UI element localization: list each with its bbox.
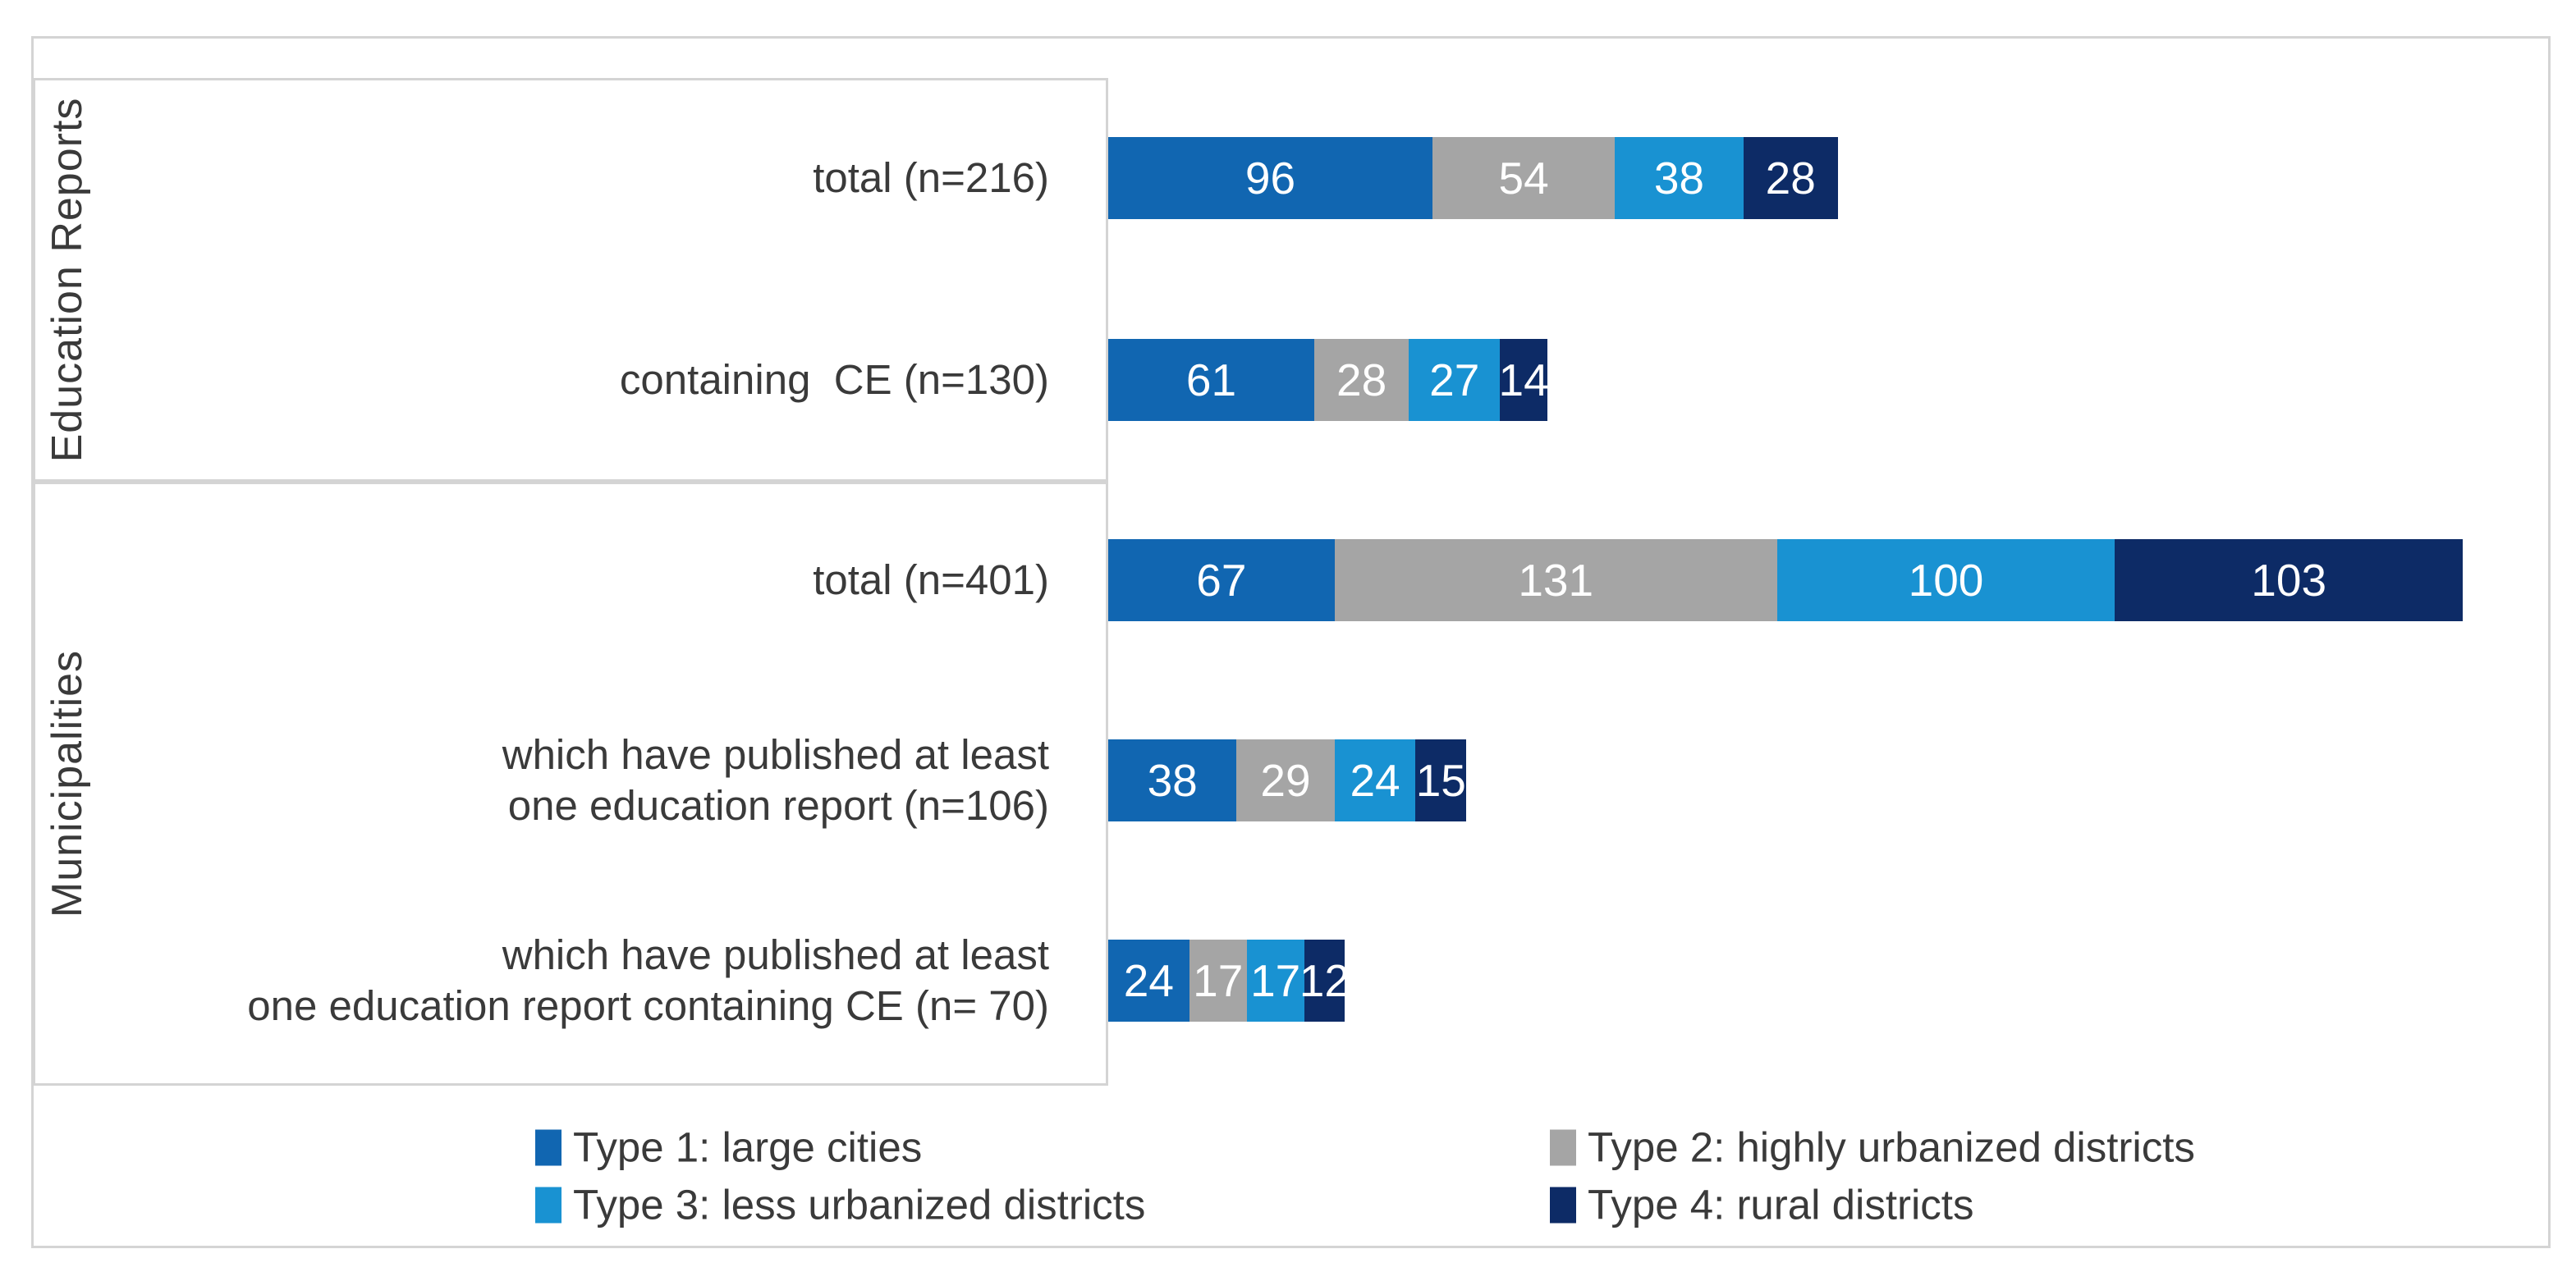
bar-segment: 96 (1108, 137, 1433, 219)
bar-segment: 29 (1236, 739, 1335, 821)
category-label-line: which have published at least (502, 731, 1049, 778)
legend-item: Type 2: highly urbanized districts (1550, 1123, 2195, 1172)
bar-segment: 38 (1108, 739, 1237, 821)
category-label: which have published at least one educati… (0, 930, 1049, 1032)
category-label-line: one education report (n=106) (507, 782, 1049, 829)
legend-label: Type 2: highly urbanized districts (1588, 1123, 2195, 1171)
legend-label: Type 4: rural districts (1588, 1181, 1974, 1228)
category-label-line: containing CE (n=130) (619, 356, 1049, 403)
category-label: total (n=216) (0, 153, 1049, 204)
bar-segment: 54 (1432, 137, 1616, 219)
category-label-line: total (n=401) (813, 556, 1049, 603)
bar-row: 96 54 38 28 (1108, 137, 1838, 219)
category-label-line: which have published at least (502, 931, 1049, 978)
bar-segment: 27 (1409, 339, 1501, 421)
bar-row: 38 29 24 15 (1108, 739, 1467, 821)
axis-group-panel (33, 482, 1108, 1086)
axis-group-panel (33, 78, 1108, 482)
bar-segment: 17 (1189, 940, 1247, 1022)
category-label: containing CE (n=130) (0, 355, 1049, 405)
category-label: total (n=401) (0, 555, 1049, 606)
bar-segment: 61 (1108, 339, 1314, 421)
legend-item: Type 3: less urbanized districts (535, 1181, 1145, 1229)
bar-segment: 12 (1299, 940, 1350, 1022)
bar-segment: 17 (1246, 940, 1304, 1022)
bar-segment: 38 (1615, 137, 1744, 219)
bar-row: 24 17 17 12 (1108, 940, 1350, 1022)
legend-swatch-icon (535, 1187, 561, 1223)
bar-segment: 67 (1108, 539, 1335, 621)
bar-segment: 131 (1334, 539, 1777, 621)
bar-segment: 24 (1334, 739, 1416, 821)
legend-swatch-icon (1550, 1187, 1576, 1223)
bar-segment: 28 (1314, 339, 1409, 421)
legend-swatch-icon (535, 1129, 561, 1165)
bar-segment: 14 (1499, 339, 1549, 421)
legend-item: Type 1: large cities (535, 1123, 922, 1172)
bar-row: 67 131 100 103 (1108, 539, 2464, 621)
category-label-line: total (n=216) (813, 154, 1049, 201)
legend-item: Type 4: rural districts (1550, 1181, 1973, 1229)
plot-area-border (31, 36, 2551, 1248)
bar-segment: 24 (1108, 940, 1189, 1022)
bar-segment: 100 (1776, 539, 2115, 621)
bar-segment: 103 (2115, 539, 2464, 621)
legend-label: Type 1: large cities (573, 1123, 923, 1171)
legend-label: Type 3: less urbanized districts (573, 1181, 1146, 1228)
bar-row: 61 28 27 14 (1108, 339, 1549, 421)
legend-swatch-icon (1550, 1129, 1576, 1165)
category-label: which have published at least one educati… (0, 730, 1049, 831)
category-label-line: one education report containing CE (n= 7… (247, 982, 1049, 1029)
bar-segment: 28 (1743, 137, 1838, 219)
bar-segment: 15 (1415, 739, 1467, 821)
